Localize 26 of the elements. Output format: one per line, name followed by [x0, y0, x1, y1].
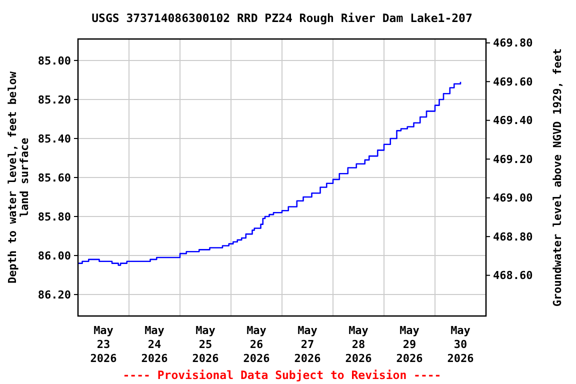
x-tick-label: May 23 2026 [90, 324, 118, 365]
y2-tick-label: 468.60 [493, 269, 533, 282]
y-tick-label: 85.40 [38, 132, 71, 146]
y2-axis-title: Groundwater level above NGVD 1929, feet [551, 48, 564, 307]
y2-tick-label: 468.80 [493, 230, 533, 244]
x-tick-label: May 27 2026 [294, 324, 322, 365]
y-tick-label: 86.20 [38, 288, 71, 302]
y2-tick-label: 469.40 [493, 114, 533, 128]
chart-title: USGS 373714086300102 RRD PZ24 Rough River Dam Lake1-207 [92, 11, 472, 25]
x-tick-label: May 30 2026 [447, 324, 474, 365]
y2-tick-label: 469.00 [493, 192, 533, 205]
y-tick-label: 85.00 [38, 54, 71, 68]
x-tick-label: May 29 2026 [396, 324, 424, 365]
x-tick-label: May 24 2026 [141, 324, 168, 365]
x-tick-label: May 26 2026 [243, 324, 270, 365]
y2-tick-label: 469.80 [493, 36, 533, 50]
y-tick-label: 85.80 [38, 210, 71, 224]
x-tick-label: May 28 2026 [345, 324, 372, 365]
text: ---- Provisional Data Subject to Revision ---- [122, 368, 442, 382]
y-tick-label: 85.20 [38, 93, 71, 106]
y2-tick-label: 469.20 [493, 152, 533, 166]
x-tick-label: May 25 2026 [192, 324, 220, 365]
y-tick-label: 86.00 [38, 249, 71, 262]
y-tick-label: 85.60 [38, 171, 71, 184]
y-axis-title: Depth to water level, feet below land surface [6, 71, 31, 284]
y2-tick-label: 469.60 [493, 75, 533, 88]
